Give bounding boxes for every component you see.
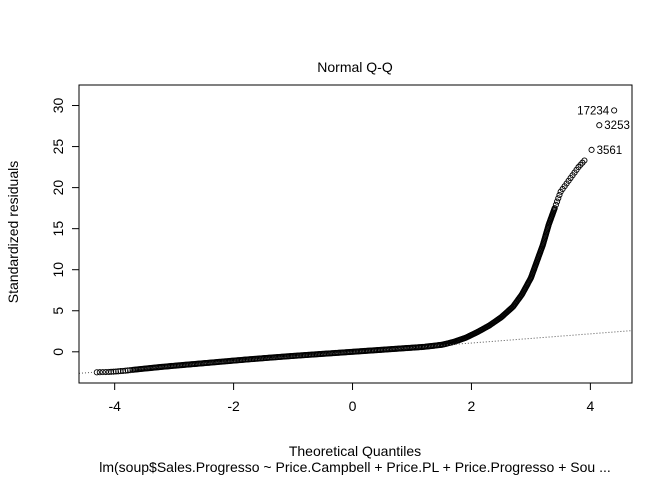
outlier-label: 3561	[597, 145, 623, 157]
outlier-label: 17234	[577, 105, 610, 117]
chart-title: Normal Q-Q	[317, 59, 393, 75]
data-point	[551, 205, 558, 212]
y-tick-label: 30	[50, 98, 66, 114]
y-tick-label: 25	[50, 139, 66, 155]
data-point	[552, 201, 559, 208]
y-tick-label: 10	[50, 262, 66, 278]
data-point	[596, 122, 603, 129]
model-subtitle: lm(soup$Sales.Progresso ~ Price.Campbell…	[99, 459, 611, 475]
x-axis: -4 -2 0 2 4	[108, 382, 594, 414]
outlier-label: 3253	[604, 120, 630, 132]
y-axis-label: Standardized residuals	[5, 161, 21, 303]
reference-line	[78, 330, 633, 374]
data-point	[554, 198, 561, 205]
y-tick-label: 20	[50, 180, 66, 196]
y-tick-label: 15	[50, 221, 66, 237]
data-point	[556, 191, 563, 199]
data-point	[588, 146, 595, 153]
y-tick-label: 0	[50, 348, 66, 356]
data-points	[93, 107, 618, 376]
x-tick-label: 2	[468, 398, 476, 414]
y-tick-label: 5	[50, 307, 66, 315]
data-point	[555, 195, 562, 202]
x-tick-label: -4	[108, 398, 121, 414]
data-point	[581, 157, 588, 164]
data-point	[611, 107, 618, 114]
y-axis: 0 5 10 15 20 25 30	[50, 98, 80, 356]
x-tick-label: -2	[227, 398, 240, 414]
x-tick-label: 0	[349, 398, 357, 414]
x-tick-label: 4	[586, 398, 594, 414]
point-labels: 17234 3253 3561	[577, 105, 630, 156]
x-axis-label: Theoretical Quantiles	[289, 443, 421, 459]
